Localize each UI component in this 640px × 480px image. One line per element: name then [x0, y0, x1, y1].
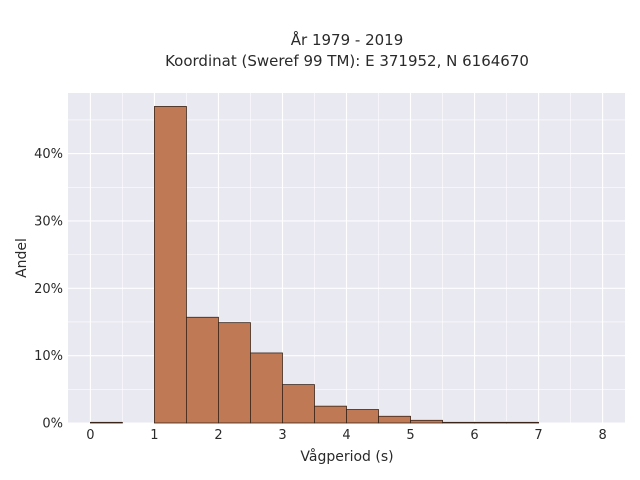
x-tick-label: 5	[406, 428, 414, 443]
histogram-bar	[474, 421, 507, 424]
histogram-bars	[90, 106, 539, 424]
x-tick-label: 8	[598, 428, 606, 443]
histogram-bar	[410, 419, 443, 424]
y-tick-label: 0%	[42, 417, 63, 432]
histogram-bar	[186, 316, 219, 424]
x-tick-label: 0	[86, 428, 94, 443]
x-tick-label: 3	[278, 428, 286, 443]
x-tick-label: 1	[150, 428, 158, 443]
histogram-bar	[218, 322, 251, 424]
y-tick-label: 30%	[34, 214, 63, 229]
y-tick-label: 10%	[34, 349, 63, 364]
x-tick-label: 6	[470, 428, 478, 443]
x-tick-label: 4	[342, 428, 350, 443]
x-axis-label: Vågperiod (s)	[300, 448, 393, 465]
histogram-bar	[90, 421, 123, 424]
x-axis-ticks: 0 1 2 3 4 5 6 7 8	[86, 428, 606, 443]
histogram-bar	[282, 384, 315, 424]
y-tick-label: 40%	[34, 147, 63, 162]
chart-title: År 1979 - 2019	[291, 30, 404, 49]
x-tick-label: 2	[214, 428, 222, 443]
chart-subtitle: Koordinat (Sweref 99 TM): E 371952, N 61…	[165, 52, 529, 70]
histogram-bar	[378, 415, 411, 424]
histogram-bar	[442, 421, 475, 424]
y-tick-label: 20%	[34, 282, 63, 297]
histogram-bar	[506, 421, 539, 424]
histogram-bar	[346, 409, 379, 424]
histogram-bar	[314, 405, 347, 424]
x-tick-label: 7	[534, 428, 542, 443]
histogram-bar	[250, 352, 283, 424]
y-axis-label: Andel	[14, 238, 30, 278]
histogram-bar	[154, 106, 187, 424]
y-axis-ticks: 0% 10% 20% 30% 40%	[34, 147, 63, 431]
